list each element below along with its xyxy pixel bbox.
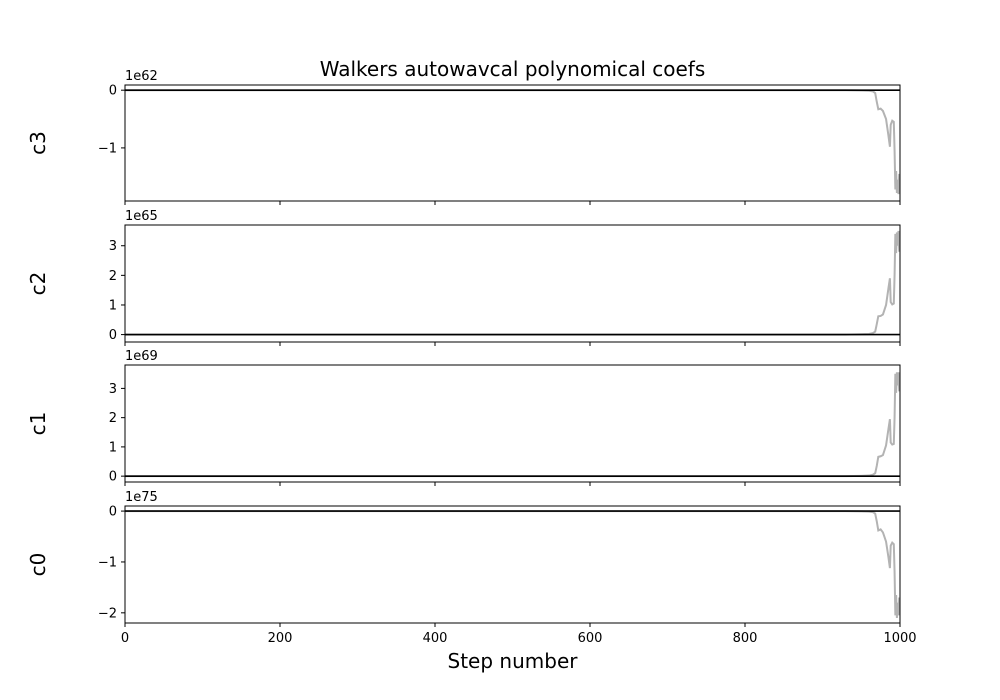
y-axis-label: c0 xyxy=(26,553,50,577)
x-tick-label: 200 xyxy=(268,631,293,646)
y-axis-label: c2 xyxy=(26,272,50,296)
y-tick-label: 2 xyxy=(109,411,117,426)
y-tick-label: 0 xyxy=(109,470,117,485)
y-tick-label: 1 xyxy=(109,440,117,455)
axes-frame xyxy=(124,505,901,624)
walker-trace-line xyxy=(125,230,900,336)
x-axis-label: Step number xyxy=(448,649,579,673)
subplot-c2: 0 1 2 3 1e65 c2 xyxy=(26,209,901,346)
walker-trace-line xyxy=(125,89,900,195)
y-axis-label: c3 xyxy=(26,131,50,155)
axes-frame xyxy=(124,364,901,483)
subplot-c1: 0 1 2 3 1e69 c1 xyxy=(26,349,901,486)
y-offset-text: 1e62 xyxy=(125,69,158,84)
y-offset-text: 1e75 xyxy=(125,490,158,505)
subplot-c0: 0 −1 −2 0 200 400 600 800 1000 1e75 c0 xyxy=(26,490,917,646)
y-offset-text: 1e65 xyxy=(125,209,158,224)
x-tick-label: 400 xyxy=(423,631,448,646)
y-tick-label: −2 xyxy=(98,606,117,621)
walker-trace-line xyxy=(125,372,900,478)
y-axis-label: c1 xyxy=(26,412,50,436)
x-tick-label: 800 xyxy=(733,631,758,646)
y-offset-text: 1e69 xyxy=(125,349,158,364)
y-tick-label: 1 xyxy=(109,298,117,313)
x-tick-label: 1000 xyxy=(883,631,916,646)
y-tick-label: 3 xyxy=(109,382,117,397)
chart-title: Walkers autowavcal polynomical coefs xyxy=(320,57,706,81)
axes-frame xyxy=(124,224,901,343)
y-tick-label: 0 xyxy=(109,84,117,99)
y-tick-label: 0 xyxy=(109,505,117,520)
subplot-c3: 0 −1 1e62 c3 xyxy=(26,69,901,205)
y-tick-label: −1 xyxy=(98,141,117,156)
y-tick-label: −1 xyxy=(98,555,117,570)
subplot-stack: 0 −1 1e62 c3 0 1 2 3 1e65 c2 0 1 2 3 1e69 c1 0 −1 −2 0 200 40… xyxy=(26,69,917,646)
y-tick-label: 3 xyxy=(109,239,117,254)
x-tick-label: 600 xyxy=(578,631,603,646)
axes-frame xyxy=(124,84,901,202)
walker-trace-line xyxy=(125,510,900,618)
y-tick-label: 2 xyxy=(109,269,117,284)
y-tick-label: 0 xyxy=(109,328,117,343)
x-tick-label: 0 xyxy=(121,631,129,646)
